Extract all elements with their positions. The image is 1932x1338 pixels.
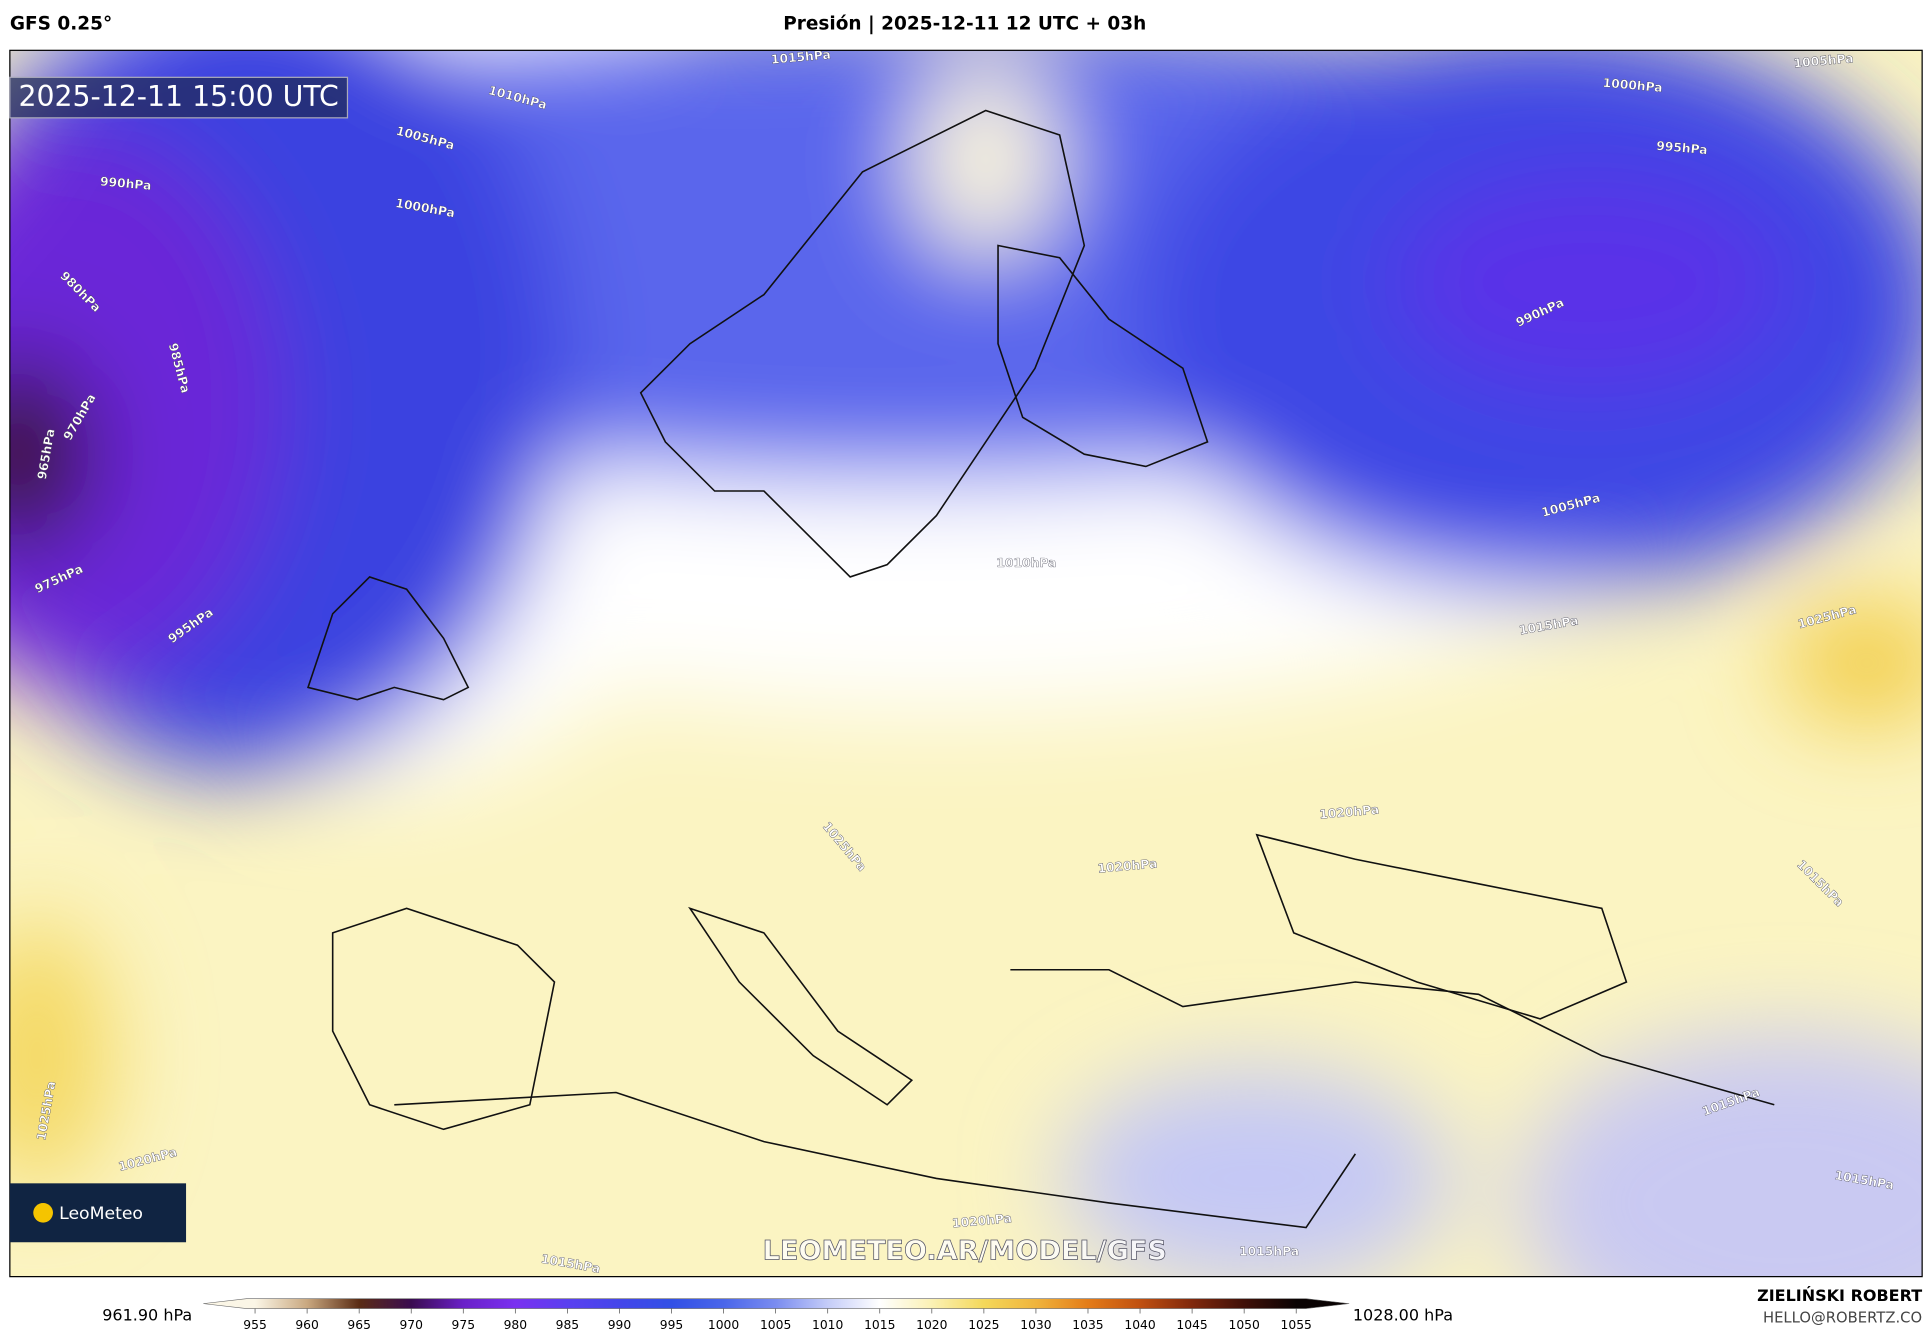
model-label: GFS 0.25° — [10, 14, 112, 35]
colorbar-tick-label: 1015 — [864, 1318, 895, 1332]
colorbar-tick-label: 1000 — [708, 1318, 739, 1332]
colorbar-tick-label: 1025 — [968, 1318, 999, 1332]
colorbar-tick-label: 1030 — [1020, 1318, 1051, 1332]
watermark: LEOMETEO.AR/MODEL/GFS — [763, 1236, 1167, 1267]
time-box — [9, 76, 349, 119]
colorbar-tick-label: 955 — [243, 1318, 266, 1332]
map-frame — [9, 49, 1923, 1278]
colorbar-tick-label: 1045 — [1176, 1318, 1207, 1332]
isobar-label: 1020hPa — [1097, 857, 1158, 876]
colorbar-tick-label: 995 — [660, 1318, 683, 1332]
colorbar-tick-label: 1005 — [760, 1318, 791, 1332]
isobar-label: 995hPa — [1656, 139, 1708, 157]
isobar-label: 990hPa — [99, 174, 151, 192]
isobar-label: 1000hPa — [1602, 76, 1663, 95]
colorbar-tick-label: 980 — [504, 1318, 527, 1332]
colorbar-tick-label: 985 — [556, 1318, 579, 1332]
colorbar-tick-label: 1020 — [916, 1318, 947, 1332]
colorbar-tick-label: 1050 — [1228, 1318, 1259, 1332]
colorbar-tick-label: 990 — [608, 1318, 631, 1332]
isobar-label: 1020hPa — [951, 1211, 1012, 1230]
colorbar-tick-label: 970 — [399, 1318, 422, 1332]
isobar-label: 1015hPa — [1239, 1245, 1299, 1259]
author: ZIELIŃSKI ROBERT — [1757, 1286, 1922, 1305]
isobar-label: 1015hPa — [770, 48, 831, 67]
isobar-label: 1010hPa — [996, 556, 1056, 570]
isobar-label: 1020hPa — [1319, 803, 1380, 822]
colorbar-tick-label: 975 — [452, 1318, 475, 1332]
colorbar-tick-label: 960 — [295, 1318, 318, 1332]
coastlines — [307, 109, 1775, 1229]
colorbar-tick-label: 965 — [347, 1318, 370, 1332]
logo-sun — [33, 1202, 53, 1223]
colorbar-tick-label: 1010 — [812, 1318, 843, 1332]
colorbar-max: 1028.00 hPa — [1353, 1305, 1453, 1324]
contact: HELLO@ROBERTZ.CO — [1763, 1309, 1922, 1326]
colorbar: 955 960 965 970 975 980 985 990 995 1000 1005 1010 1… — [203, 1298, 1350, 1332]
colorbar-tick-label: 1040 — [1124, 1318, 1155, 1332]
colorbar-bar — [203, 1298, 1350, 1309]
colorbar-tick-label: 1035 — [1072, 1318, 1103, 1332]
valid-time: 2025-12-11 15:00 UTC — [18, 80, 338, 113]
title: Presión | 2025-12-11 12 UTC + 03h — [783, 14, 1146, 35]
isobar-label: 1005hPa — [1793, 51, 1854, 70]
logo-text: LeoMeteo — [59, 1204, 143, 1224]
colorbar-tick-label: 1055 — [1281, 1318, 1312, 1332]
colorbar-min: 961.90 hPa — [102, 1305, 192, 1324]
